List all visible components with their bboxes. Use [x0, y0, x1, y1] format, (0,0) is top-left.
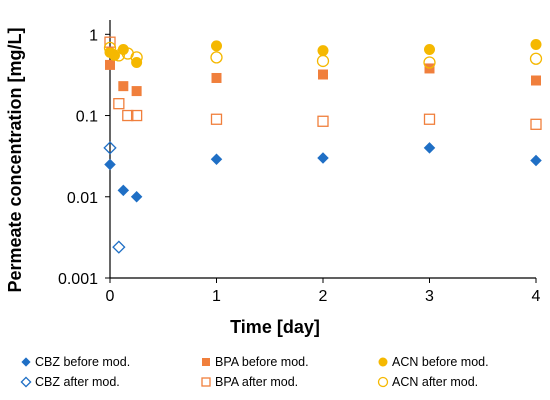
y-tick-label: 1 — [89, 27, 98, 44]
data-point — [423, 56, 436, 69]
data-point — [529, 52, 543, 65]
legend-item: ACN after mod. — [377, 375, 478, 389]
data-point — [424, 44, 435, 56]
data-point — [317, 115, 329, 127]
legend-label: BPA before mod. — [215, 355, 309, 369]
legend-marker — [377, 376, 389, 388]
data-point — [130, 51, 143, 64]
legend-marker — [378, 357, 388, 367]
legend-label: CBZ before mod. — [35, 355, 130, 369]
series-2 — [104, 38, 542, 68]
data-point — [210, 153, 223, 165]
data-point — [530, 118, 542, 130]
y-tick-label: 0.001 — [58, 271, 98, 288]
data-point — [103, 141, 117, 155]
axes — [109, 20, 536, 279]
data-point — [211, 72, 222, 83]
legend-label: ACN after mod. — [392, 375, 478, 389]
data-point — [423, 142, 436, 154]
data-point — [530, 154, 542, 167]
x-tick-label: 2 — [319, 288, 328, 305]
y-tick-label: 0.1 — [76, 109, 98, 126]
series-5 — [103, 41, 543, 69]
data-points — [103, 36, 543, 254]
data-point — [210, 113, 223, 125]
data-point — [130, 191, 143, 203]
data-point — [423, 113, 436, 125]
data-point — [531, 75, 541, 86]
data-point — [112, 240, 126, 254]
legend-label: BPA after mod. — [215, 375, 298, 389]
legend-item: CBZ after mod. — [20, 375, 120, 389]
data-point — [117, 184, 130, 197]
x-tick-label: 0 — [106, 288, 115, 305]
legend-item: ACN before mod. — [378, 355, 489, 369]
series-3 — [103, 141, 126, 254]
legend-item: BPA after mod. — [201, 375, 298, 389]
x-tick-label: 4 — [532, 288, 541, 305]
data-point — [130, 109, 143, 122]
legend-marker — [20, 376, 32, 388]
data-point — [104, 36, 116, 48]
data-point — [530, 38, 542, 50]
legend-item: CBZ before mod. — [21, 355, 130, 369]
tick-labels: 0 1 2 3 4 1 0.1 0.01 0.001 — [58, 27, 541, 305]
data-point — [316, 54, 330, 68]
legend-marker — [201, 377, 211, 387]
data-point — [112, 49, 125, 62]
x-axis-title: Time [day] — [230, 317, 320, 337]
legend: CBZ before mod. BPA before mod. ACN before… — [20, 355, 489, 389]
x-tick-label: 1 — [212, 288, 221, 305]
series-1 — [105, 59, 541, 97]
data-point — [317, 152, 329, 164]
data-point — [211, 40, 222, 52]
data-point — [113, 98, 125, 110]
series-4 — [104, 36, 542, 130]
legend-item: BPA before mod. — [202, 355, 309, 369]
legend-marker — [21, 357, 31, 367]
data-point — [131, 86, 142, 97]
legend-marker — [202, 358, 210, 366]
data-point — [122, 109, 134, 122]
data-point — [318, 69, 328, 80]
data-point — [105, 59, 115, 70]
data-point — [210, 51, 223, 64]
legend-label: ACN before mod. — [392, 355, 489, 369]
data-point — [104, 158, 116, 171]
data-point — [103, 41, 117, 55]
y-tick-label: 0.01 — [67, 190, 98, 207]
x-tick-label: 3 — [425, 288, 434, 305]
series-0 — [104, 142, 542, 203]
data-point — [118, 81, 129, 92]
legend-label: CBZ after mod. — [35, 375, 120, 389]
y-axis-title: Permeate concentration [mg/L] — [5, 27, 25, 292]
data-point — [317, 45, 329, 57]
